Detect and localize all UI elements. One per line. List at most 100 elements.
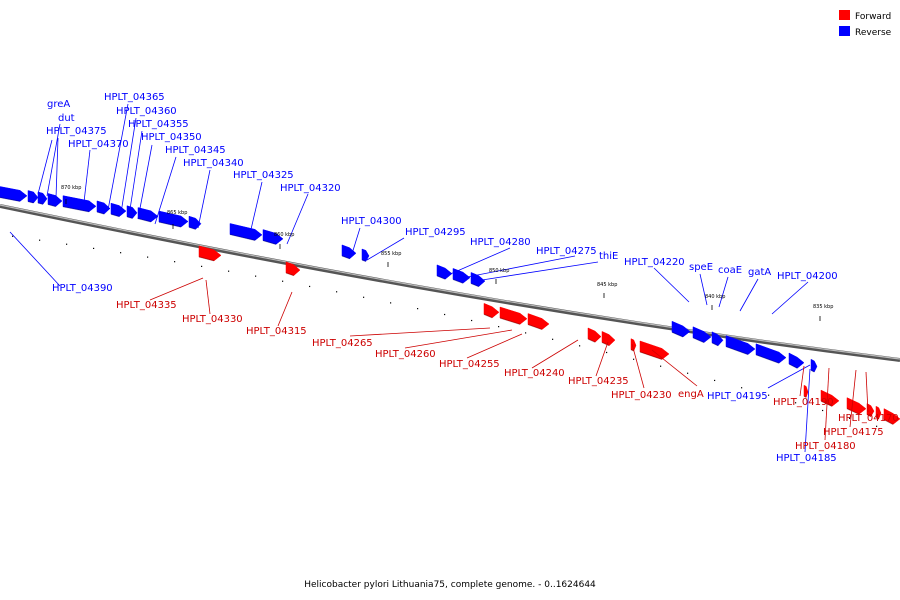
- blue-label-leader: [286, 193, 309, 245]
- blue-label-leader: [767, 364, 811, 389]
- legend-forward-swatch: [839, 10, 850, 20]
- minor-tick: [228, 270, 230, 272]
- red-label-leader: [205, 279, 211, 315]
- reverse-gene-arrow-shadow: [671, 331, 684, 338]
- minor-tick: [552, 338, 554, 340]
- reverse-gene-arrow-shadow: [188, 226, 196, 230]
- legend-reverse-swatch: [839, 26, 850, 36]
- blue-label-leader: [653, 267, 690, 303]
- blue-label-leader: [739, 278, 759, 312]
- gene-label: HPLT_04345: [165, 145, 226, 156]
- tick-label: 865 kbp: [167, 210, 187, 216]
- gene-label: HPLT_04355: [128, 119, 189, 130]
- tick-label: 860 kbp: [274, 232, 294, 238]
- reverse-gene-arrow: [27, 190, 39, 204]
- tick-label: 870 kbp: [61, 185, 81, 191]
- red-label-leader: [849, 369, 857, 428]
- forward-gene-arrow: [803, 384, 809, 398]
- reverse-gene-arrow: [671, 320, 691, 338]
- blue-label-leader: [461, 255, 576, 279]
- gene-label: HPLT_04235: [568, 376, 629, 387]
- minor-tick: [849, 417, 851, 419]
- forward-gene-arrow-shadow: [285, 272, 294, 277]
- gene-label: HPLT_04360: [116, 106, 177, 117]
- forward-gene-arrow: [198, 245, 222, 262]
- forward-gene-arrow-shadow: [483, 313, 493, 319]
- reverse-gene-arrow: [725, 335, 756, 355]
- minor-tick: [174, 261, 176, 263]
- gene-label: gatA: [748, 267, 771, 278]
- forward-gene-arrow: [630, 338, 637, 352]
- reverse-gene-arrow: [96, 200, 111, 215]
- reverse-gene-arrow: [137, 207, 159, 223]
- genome-backbone: [0, 204, 900, 362]
- minor-tick: [606, 351, 608, 354]
- forward-gene-arrow: [639, 340, 670, 360]
- forward-gene-arrow-shadow: [198, 256, 215, 262]
- gene-label: HPLT_04180: [795, 441, 856, 452]
- gene-label: HPLT_04365: [104, 92, 165, 103]
- reverse-gene-arrow: [47, 193, 63, 207]
- gene-label: HPLT_04190: [773, 397, 834, 408]
- minor-tick: [147, 256, 149, 258]
- reverse-gene-arrow: [436, 264, 453, 280]
- gene-label: coaE: [718, 265, 742, 276]
- tick-label: 855 kbp: [381, 251, 401, 257]
- minor-tick: [417, 308, 419, 310]
- gene-label: HPLT_04300: [341, 216, 402, 227]
- minor-tick: [66, 243, 68, 245]
- reverse-gene-arrow-shadow: [725, 346, 749, 356]
- tick-label: 840 kbp: [705, 294, 725, 300]
- minor-tick: [498, 326, 500, 328]
- minor-tick: [309, 285, 311, 288]
- minor-tick: [363, 296, 365, 298]
- forward-gene-arrow-shadow: [527, 323, 543, 331]
- forward-gene-arrow: [285, 261, 301, 276]
- blue-label-leader: [55, 137, 59, 199]
- gene-label: HPLT_04230: [611, 390, 672, 401]
- blue-label-leader: [481, 261, 599, 281]
- minor-tick: [336, 291, 338, 293]
- reverse-gene-arrow-shadow: [361, 259, 367, 262]
- blue-label-leader: [366, 237, 405, 261]
- red-label-leader: [651, 349, 698, 387]
- tick-label: 845 kbp: [597, 282, 617, 288]
- blue-label-leader: [447, 247, 511, 276]
- minor-tick: [444, 313, 446, 316]
- reverse-gene-arrow: [110, 202, 127, 217]
- forward-gene-arrow-shadow: [883, 419, 894, 425]
- blue-label-leader: [804, 368, 811, 453]
- forward-gene-arrow: [875, 405, 882, 420]
- red-label-leader: [865, 371, 869, 413]
- minor-tick: [714, 379, 716, 382]
- forward-gene-arrow: [866, 403, 875, 417]
- reverse-gene-arrow: [361, 248, 370, 262]
- minor-tick: [201, 265, 203, 267]
- red-label-leader: [149, 277, 204, 301]
- gene-label: HPLT_04375: [46, 126, 107, 137]
- gene-label: engA: [678, 389, 704, 400]
- reverse-gene-arrow-shadow: [158, 221, 182, 228]
- blue-label-leader: [137, 144, 153, 220]
- gene-label: HPLT_04370: [68, 139, 129, 150]
- gene-label: HPLT_04265: [312, 338, 373, 349]
- minor-tick: [795, 402, 797, 404]
- reverse-gene-arrow: [126, 205, 138, 219]
- blue-label-leader: [248, 181, 263, 239]
- red-label-leader: [824, 367, 830, 441]
- gene-label: speE: [689, 262, 713, 273]
- gene-label: HPLT_04170: [838, 413, 899, 424]
- forward-gene-arrow-shadow: [587, 338, 596, 343]
- forward-gene-arrow-shadow: [875, 416, 880, 420]
- reverse-gene-arrow: [341, 244, 357, 260]
- legend-forward-label: Forward: [855, 12, 891, 22]
- red-label-leader: [277, 291, 293, 327]
- gene-label: HPLT_04295: [405, 227, 466, 238]
- gene-label: HPLT_04260: [375, 349, 436, 360]
- blue-label-leader: [107, 103, 129, 211]
- reverse-gene-arrow: [810, 358, 818, 373]
- blue-label-leader: [350, 227, 361, 258]
- reverse-gene-arrow-shadow: [452, 278, 464, 284]
- minor-tick: [741, 387, 743, 389]
